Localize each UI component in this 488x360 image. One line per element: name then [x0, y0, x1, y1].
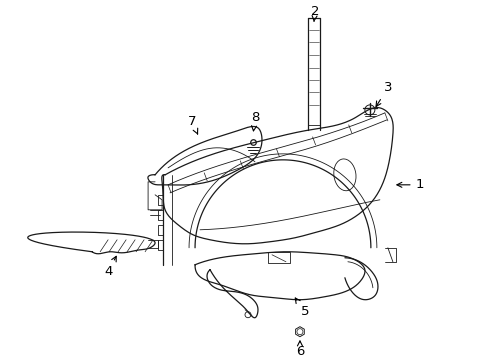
Text: 1: 1: [396, 178, 423, 191]
Text: 4: 4: [104, 256, 116, 278]
Text: 6: 6: [295, 341, 304, 358]
Text: 2: 2: [310, 5, 319, 21]
Text: 3: 3: [375, 81, 391, 107]
Text: 8: 8: [250, 111, 259, 131]
Text: 5: 5: [295, 298, 308, 318]
Text: 7: 7: [187, 116, 197, 134]
